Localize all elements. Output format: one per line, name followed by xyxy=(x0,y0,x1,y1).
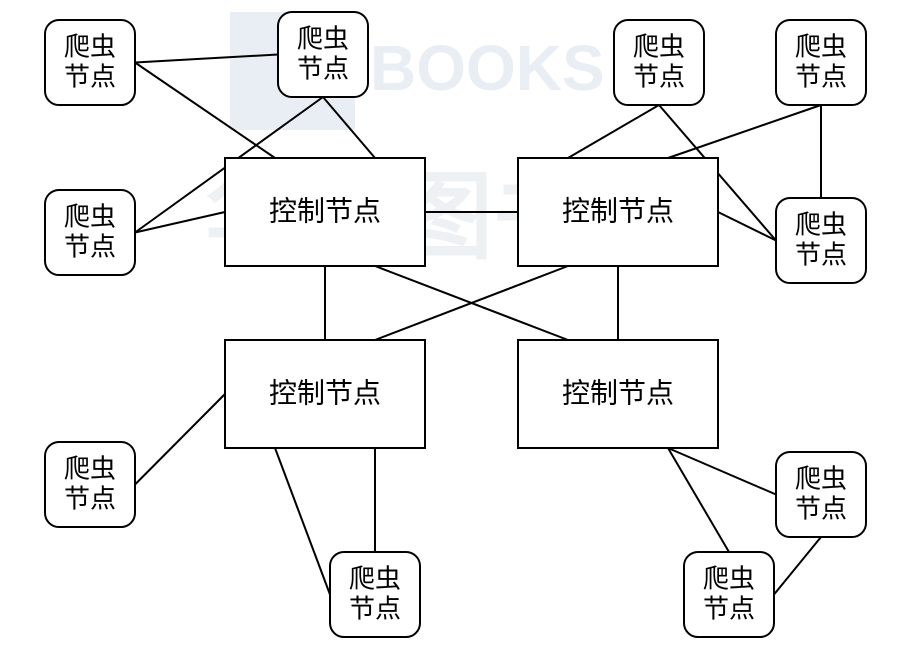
crawler-node: 爬虫节点 xyxy=(776,198,866,283)
edges-layer xyxy=(135,55,821,595)
crawler-node-label-line2: 节点 xyxy=(297,54,349,83)
crawler-node-label-line1: 爬虫 xyxy=(795,464,847,493)
crawler-node-label-line2: 节点 xyxy=(795,494,847,523)
control-node-label: 控制节点 xyxy=(269,195,381,227)
control-node: 控制节点 xyxy=(518,158,718,266)
crawler-node-label-line2: 节点 xyxy=(349,594,401,623)
crawler-node-label-line2: 节点 xyxy=(703,594,755,623)
crawler-node-label-line2: 节点 xyxy=(795,62,847,91)
crawler-node-label-line1: 爬虫 xyxy=(633,32,685,61)
edge xyxy=(718,212,776,241)
crawler-node: 爬虫节点 xyxy=(45,190,135,275)
edge xyxy=(774,537,821,595)
crawler-node-label-line2: 节点 xyxy=(64,484,116,513)
watermark-books: BOOKS xyxy=(370,32,605,104)
crawler-node: 爬虫节点 xyxy=(45,20,135,105)
crawler-node-label-line1: 爬虫 xyxy=(64,32,116,61)
crawler-node: 爬虫节点 xyxy=(614,20,704,105)
crawler-node: 爬虫节点 xyxy=(278,12,368,97)
crawler-node-label-line1: 爬虫 xyxy=(64,202,116,231)
crawler-node-label-line2: 节点 xyxy=(64,62,116,91)
edge xyxy=(135,394,225,485)
control-node: 控制节点 xyxy=(518,340,718,448)
crawler-node: 爬虫节点 xyxy=(776,452,866,537)
control-node-label: 控制节点 xyxy=(562,377,674,409)
nodes-layer: 爬虫节点爬虫节点爬虫节点爬虫节点爬虫节点爬虫节点控制节点控制节点控制节点控制节点… xyxy=(45,12,866,637)
network-diagram: BOOKS华章图书爬虫节点爬虫节点爬虫节点爬虫节点爬虫节点爬虫节点控制节点控制节… xyxy=(0,0,910,657)
crawler-node-label-line1: 爬虫 xyxy=(795,210,847,239)
crawler-node: 爬虫节点 xyxy=(776,20,866,105)
crawler-node-label-line1: 爬虫 xyxy=(349,564,401,593)
control-node: 控制节点 xyxy=(225,158,425,266)
crawler-node-label-line1: 爬虫 xyxy=(64,454,116,483)
edge xyxy=(275,448,330,595)
crawler-node: 爬虫节点 xyxy=(45,442,135,527)
crawler-node-label-line1: 爬虫 xyxy=(795,32,847,61)
crawler-node-label-line1: 爬虫 xyxy=(297,24,349,53)
crawler-node-label-line2: 节点 xyxy=(795,240,847,269)
edge xyxy=(668,105,821,158)
control-node-label: 控制节点 xyxy=(562,195,674,227)
edge xyxy=(668,448,729,552)
crawler-node-label-line1: 爬虫 xyxy=(703,564,755,593)
crawler-node-label-line2: 节点 xyxy=(633,62,685,91)
crawler-node: 爬虫节点 xyxy=(684,552,774,637)
control-node: 控制节点 xyxy=(225,340,425,448)
control-node-label: 控制节点 xyxy=(269,377,381,409)
edge xyxy=(568,105,659,158)
crawler-node-label-line2: 节点 xyxy=(64,232,116,261)
crawler-node: 爬虫节点 xyxy=(330,552,420,637)
edge xyxy=(668,448,776,495)
